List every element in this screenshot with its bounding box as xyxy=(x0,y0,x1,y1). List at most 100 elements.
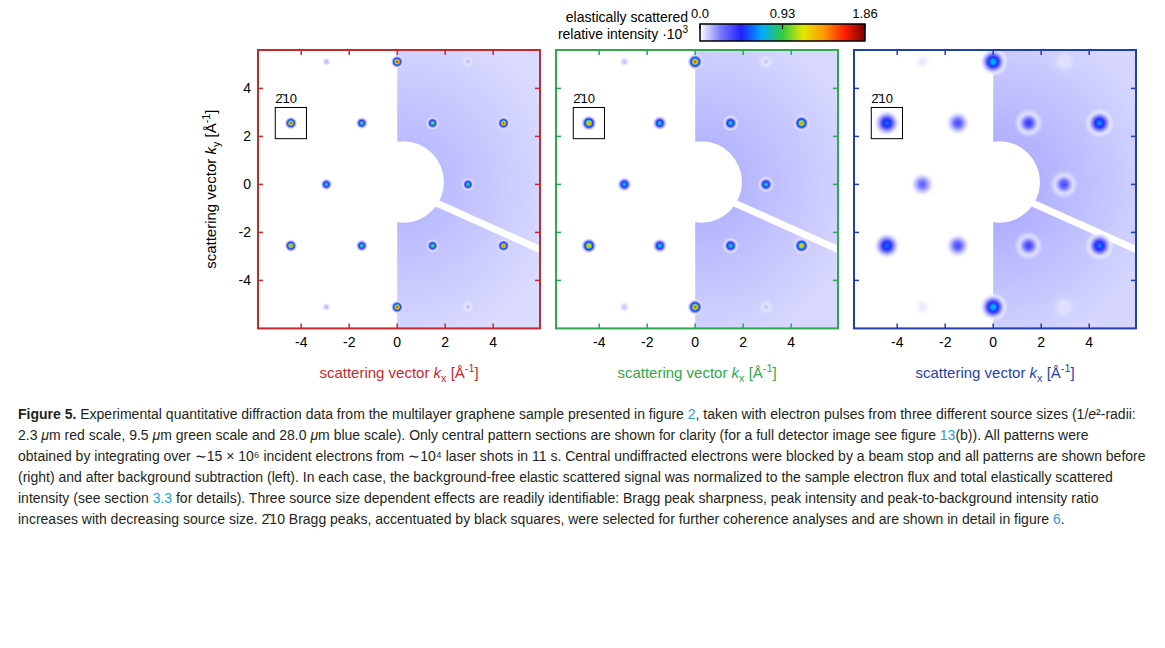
caption-text: Experimental quantitative diffraction da… xyxy=(76,406,687,422)
caption-text: for details). Three source size dependen… xyxy=(18,490,1098,527)
y-tick xyxy=(833,280,838,282)
caption-text: 13 xyxy=(940,427,956,443)
bragg-peak xyxy=(462,301,475,314)
bragg-peak xyxy=(943,109,972,138)
caption-text: Figure 5. xyxy=(18,406,76,422)
x-tick xyxy=(790,50,792,55)
caption-text: m red scale, 9.5 xyxy=(49,427,153,443)
y-tick-label: 4 xyxy=(243,80,251,96)
bragg-peak xyxy=(1050,170,1079,199)
text-part: [Å xyxy=(202,123,219,141)
x-tick xyxy=(896,50,898,55)
text-part: ] xyxy=(1070,364,1074,381)
x-tick-label: 0 xyxy=(393,334,401,350)
caption-text: 6 xyxy=(1053,511,1061,527)
caption-text: e xyxy=(1088,406,1096,422)
x-tick-label: -2 xyxy=(343,334,356,350)
bragg-peak xyxy=(284,117,297,130)
panel-frame xyxy=(556,50,838,328)
bragg-peak xyxy=(687,54,703,70)
plot-background xyxy=(556,50,838,328)
annotation-label: 2̄10 xyxy=(871,91,893,106)
bragg-peak xyxy=(462,55,475,68)
colorbar-tick xyxy=(864,24,865,29)
bragg-peak xyxy=(581,115,597,131)
y-tick xyxy=(833,232,838,234)
text-part: -1 xyxy=(1061,362,1071,374)
bragg-peak xyxy=(1085,231,1114,260)
bragg-peak xyxy=(616,299,632,315)
bragg-peak xyxy=(497,117,510,130)
bragg-peak xyxy=(908,170,937,199)
plot-area xyxy=(556,50,838,328)
x-tick xyxy=(444,50,446,55)
text-part: elastically scattered xyxy=(566,9,688,25)
text-part: ] xyxy=(202,110,219,114)
y-tick xyxy=(535,136,540,138)
y-tick xyxy=(535,232,540,234)
figure: 0.00.931.86elastically scatteredrelative… xyxy=(0,0,1165,400)
colorbar-tick-label: 0.0 xyxy=(691,6,709,21)
bragg-peak xyxy=(872,231,901,260)
y-tick xyxy=(535,280,540,282)
y-tick xyxy=(854,136,859,138)
bragg-peak xyxy=(723,238,739,254)
y-tick xyxy=(1131,88,1136,90)
panel-frame xyxy=(258,50,540,328)
x-tick xyxy=(646,323,648,328)
bragg-peak xyxy=(426,117,439,130)
annotation-label: 2̄10 xyxy=(573,91,595,106)
y-tick xyxy=(258,184,263,186)
bragg-peak xyxy=(462,178,475,191)
bragg-peak xyxy=(355,239,368,252)
bragg-peak xyxy=(1050,293,1079,322)
text-part: scattering vector xyxy=(202,155,219,269)
colorbar-tick-label: 0.93 xyxy=(770,6,795,21)
y-tick xyxy=(833,136,838,138)
y-tick-label: 0 xyxy=(243,176,251,192)
beam-stop xyxy=(362,141,444,223)
y-tick-label: -2 xyxy=(239,224,252,240)
x-tick-label: 4 xyxy=(489,334,497,350)
caption-text: 2 xyxy=(688,406,696,422)
bragg-peak xyxy=(391,301,404,314)
x-tick xyxy=(944,323,946,328)
bragg-peak xyxy=(723,115,739,131)
x-tick xyxy=(300,50,302,55)
x-tick-label: 4 xyxy=(787,334,795,350)
x-tick xyxy=(300,323,302,328)
y-tick xyxy=(258,88,263,90)
x-tick-label: -4 xyxy=(891,334,904,350)
colorbar-label: relative intensity ·103 xyxy=(558,24,689,42)
bragg-peak xyxy=(908,293,937,322)
x-tick-label: -2 xyxy=(939,334,952,350)
x-tick xyxy=(742,323,744,328)
x-tick xyxy=(444,323,446,328)
colorbar-tick xyxy=(782,24,783,29)
bragg-peak xyxy=(943,231,972,260)
y-tick xyxy=(258,232,263,234)
bragg-peak xyxy=(1085,109,1114,138)
caption-text: 3.3 xyxy=(153,490,172,506)
x-tick-label: -2 xyxy=(641,334,654,350)
plot-background xyxy=(258,50,540,328)
x-tick-label: 0 xyxy=(989,334,997,350)
bragg-peak xyxy=(758,176,774,192)
x-tick xyxy=(896,323,898,328)
x-tick-label: 2 xyxy=(441,334,449,350)
text-part: -1 xyxy=(200,114,212,124)
beam-stop xyxy=(660,141,742,223)
y-tick xyxy=(535,184,540,186)
x-tick-label: -4 xyxy=(593,334,606,350)
colorbar-tick xyxy=(699,24,700,29)
x-tick xyxy=(1088,50,1090,55)
text-part: [Å xyxy=(447,364,465,381)
x-tick xyxy=(492,323,494,328)
y-tick xyxy=(1131,232,1136,234)
x-tick xyxy=(1040,323,1042,328)
x-tick xyxy=(694,323,696,328)
x-tick-label: 4 xyxy=(1085,334,1093,350)
y-tick xyxy=(556,280,561,282)
bragg-peak xyxy=(1014,109,1043,138)
y-tick xyxy=(1131,280,1136,282)
